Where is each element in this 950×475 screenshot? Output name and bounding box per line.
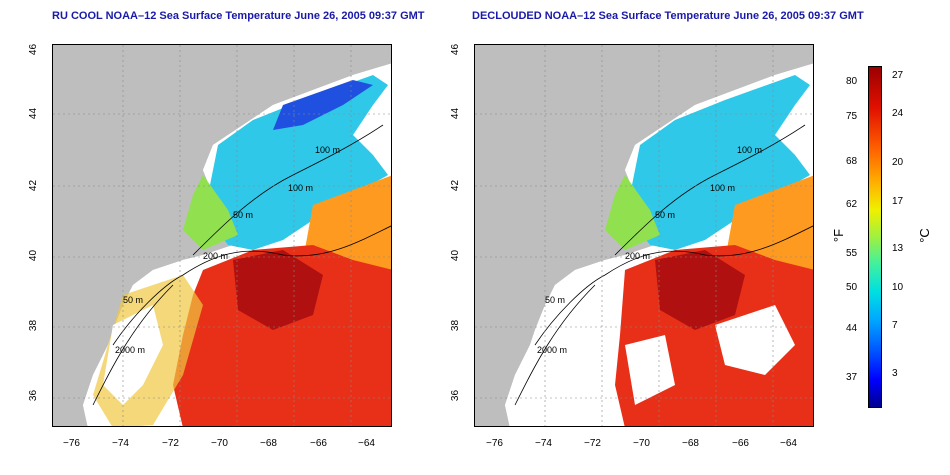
temperature-colorbar (868, 66, 882, 408)
contour-label: 100 m (315, 145, 341, 155)
fahrenheit-unit-label: °F (831, 228, 847, 243)
fahrenheit-tick: 50 (846, 282, 858, 293)
lon-tick: −66 (732, 438, 749, 449)
celsius-tick: 3 (892, 368, 898, 379)
lon-tick: −66 (310, 438, 327, 449)
contour-label: 50 m (233, 210, 254, 220)
lon-tick: −76 (63, 438, 80, 449)
contour-label: 50 m (123, 295, 144, 305)
warm-water-stream (173, 245, 391, 426)
lat-tick: 44 (450, 107, 462, 120)
contour-label: 100 m (710, 183, 736, 193)
contour-line (92, 284, 174, 406)
lon-tick: −74 (535, 438, 552, 449)
fahrenheit-tick: 62 (846, 199, 858, 210)
lat-tick: 42 (28, 179, 40, 192)
contour-label: 2000 m (115, 345, 146, 355)
contour-line (182, 225, 391, 276)
right-sst-map (475, 45, 813, 426)
lon-tick: −64 (780, 438, 797, 449)
lon-tick: −70 (211, 438, 228, 449)
mid-water (183, 175, 238, 250)
cloud-gaps (625, 305, 795, 405)
hot-eddy (655, 250, 745, 330)
fahrenheit-tick: 68 (846, 156, 858, 167)
lat-tick: 40 (450, 249, 462, 262)
grid-lines (53, 45, 391, 426)
left-map-panel: 100 m 100 m 50 m 200 m 50 m 2000 m (52, 44, 392, 427)
cool-water (208, 75, 388, 250)
fahrenheit-tick: 75 (846, 111, 858, 122)
lon-tick: −68 (260, 438, 277, 449)
lon-tick: −64 (358, 438, 375, 449)
contour-label: 2000 m (537, 345, 568, 355)
celsius-tick: 7 (892, 320, 898, 331)
lon-tick: −72 (162, 438, 179, 449)
contour-label: 50 m (545, 295, 566, 305)
right-map-panel: 100 m 100 m 50 m 200 m 50 m 2000 m (474, 44, 814, 427)
cool-water (630, 75, 810, 250)
cold-water (273, 80, 373, 130)
celsius-tick: 17 (892, 196, 904, 207)
right-map-title: DECLOUDED NOAA–12 Sea Surface Temperatur… (472, 10, 864, 22)
lat-tick: 40 (28, 249, 40, 262)
lat-tick: 46 (28, 43, 40, 56)
lat-tick: 46 (450, 43, 462, 56)
lon-tick: −70 (633, 438, 650, 449)
lon-tick: −68 (682, 438, 699, 449)
contour-label: 100 m (288, 183, 314, 193)
fahrenheit-tick: 37 (846, 372, 858, 383)
lat-tick: 36 (28, 389, 40, 402)
contour-line (614, 124, 806, 256)
fahrenheit-tick: 44 (846, 323, 858, 334)
fahrenheit-tick: 80 (846, 76, 858, 87)
lat-tick: 42 (450, 179, 462, 192)
contour-line (112, 274, 184, 346)
lat-tick: 38 (28, 319, 40, 332)
contour-label: 200 m (203, 251, 229, 261)
contour-label: 200 m (625, 251, 651, 261)
left-sst-map (53, 45, 391, 426)
grid-lines (475, 45, 813, 426)
lon-tick: −76 (486, 438, 503, 449)
lat-tick: 36 (450, 389, 462, 402)
celsius-tick: 20 (892, 157, 904, 168)
lon-tick: −72 (584, 438, 601, 449)
lat-tick: 44 (28, 107, 40, 120)
contour-label: 50 m (655, 210, 676, 220)
lat-tick: 38 (450, 319, 462, 332)
fahrenheit-tick: 55 (846, 248, 858, 259)
contour-line (514, 284, 596, 406)
hot-eddy (233, 250, 323, 330)
celsius-unit-label: °C (916, 228, 932, 243)
celsius-tick: 10 (892, 282, 904, 293)
left-map-title: RU COOL NOAA–12 Sea Surface Temperature … (52, 10, 425, 22)
contour-line (192, 124, 384, 256)
contour-label: 100 m (737, 145, 763, 155)
contour-line (534, 274, 606, 346)
mid-water (605, 175, 660, 250)
celsius-tick: 13 (892, 243, 904, 254)
celsius-tick: 27 (892, 70, 904, 81)
contour-line (604, 225, 813, 276)
lon-tick: −74 (112, 438, 129, 449)
celsius-tick: 24 (892, 108, 904, 119)
cloud-patches (103, 305, 163, 405)
